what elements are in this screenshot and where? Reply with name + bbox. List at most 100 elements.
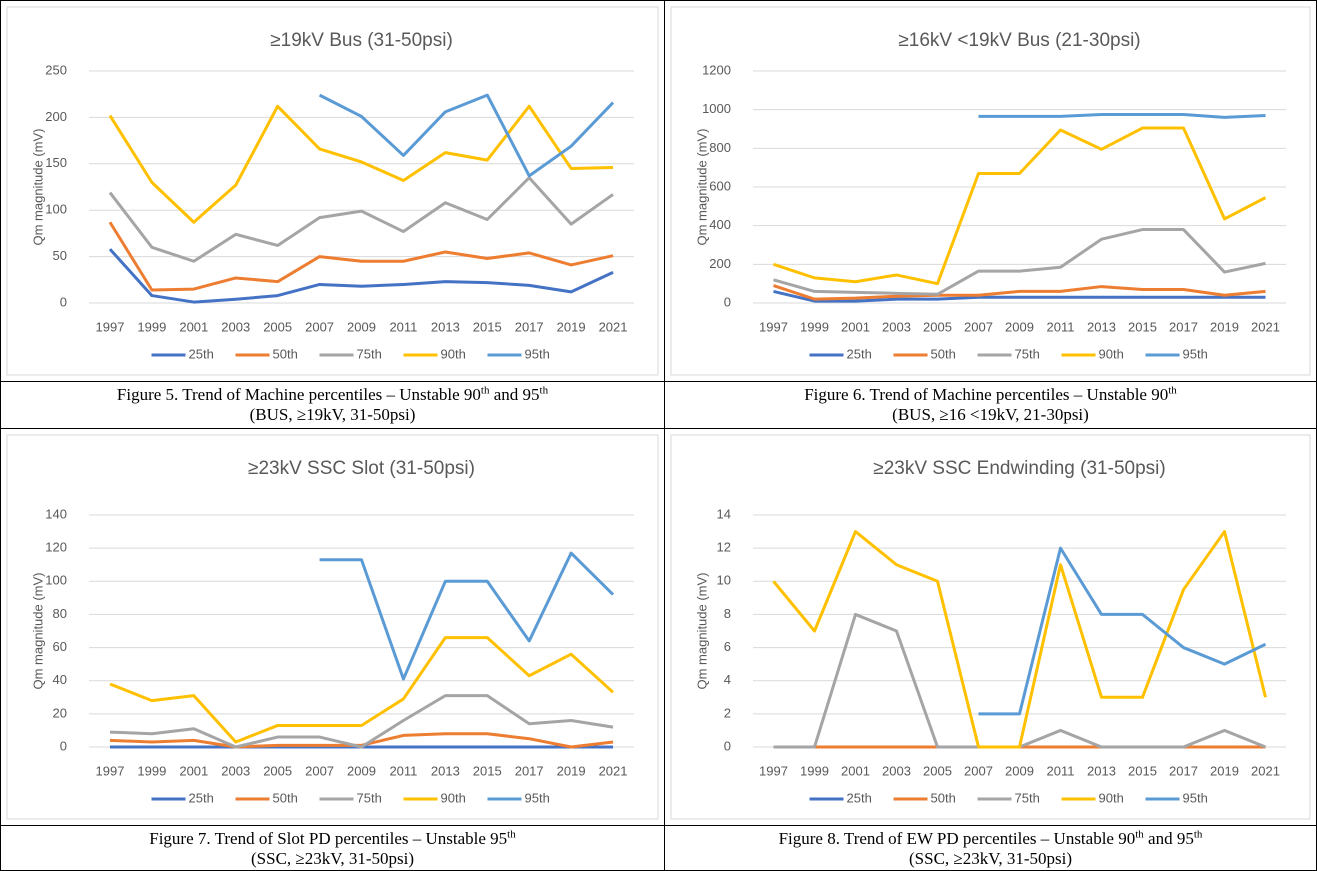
x-tick-label: 2009 — [1005, 319, 1034, 334]
x-tick-label: 2005 — [923, 763, 952, 778]
x-tick-label: 2017 — [1169, 763, 1198, 778]
y-tick-label: 12 — [717, 540, 731, 555]
legend-label: 50th — [931, 346, 956, 361]
x-tick-label: 1997 — [96, 319, 125, 334]
y-tick-label: 250 — [45, 62, 67, 77]
x-tick-label: 2003 — [221, 319, 250, 334]
x-tick-label: 2015 — [1128, 319, 1157, 334]
legend-label: 25th — [189, 790, 214, 805]
legend-label: 75th — [1015, 346, 1040, 361]
series-line — [773, 126, 1267, 286]
chart-title: ≥23kV SSC Endwinding (31-50psi) — [873, 458, 1165, 479]
caption-text: Figure 6. Trend of Machine percentiles –… — [804, 385, 1169, 404]
series-line — [108, 248, 614, 304]
y-tick-label: 80 — [53, 606, 67, 621]
x-tick-label: 1999 — [800, 319, 829, 334]
x-tick-label: 2015 — [1128, 763, 1157, 778]
legend-label: 90th — [441, 790, 466, 805]
series-line — [773, 284, 1266, 301]
caption-text: (SSC, ≥23kV, 31-50psi) — [909, 849, 1072, 868]
legend-label: 75th — [357, 346, 382, 361]
caption-text: (SSC, ≥23kV, 31-50psi) — [251, 849, 414, 868]
caption: Figure 5. Trend of Machine percentiles –… — [0, 381, 665, 429]
x-tick-label: 2019 — [557, 319, 586, 334]
x-tick-label: 2017 — [1169, 319, 1198, 334]
x-tick-label: 2019 — [557, 763, 586, 778]
caption-sup: th — [1168, 384, 1177, 397]
x-tick-label: 2011 — [389, 763, 417, 778]
chart-title: ≥16kV <19kV Bus (21-30psi) — [898, 30, 1140, 51]
series-line — [108, 221, 614, 292]
y-tick-label: 200 — [45, 109, 67, 124]
y-tick-label: 200 — [709, 256, 731, 271]
y-tick-label: 0 — [60, 738, 67, 753]
series-line — [319, 551, 615, 681]
y-tick-label: 40 — [53, 672, 67, 687]
x-tick-label: 2009 — [347, 319, 376, 334]
x-tick-label: 2007 — [964, 763, 993, 778]
legend-label: 25th — [847, 346, 872, 361]
x-tick-label: 2005 — [263, 319, 292, 334]
caption: Figure 6. Trend of Machine percentiles –… — [664, 381, 1317, 429]
chart-frame — [6, 434, 659, 820]
series-line — [978, 113, 1266, 119]
x-tick-label: 2015 — [473, 763, 502, 778]
y-tick-label: 0 — [60, 294, 67, 309]
y-axis-label: Qm magnitude (mV) — [30, 572, 45, 689]
chart: ≥16kV <19kV Bus (21-30psi) Qm magnitude (… — [670, 6, 1311, 376]
legend-label: 75th — [1015, 790, 1040, 805]
y-tick-label: 10 — [717, 573, 731, 588]
x-tick-label: 2011 — [1047, 763, 1075, 778]
y-tick-label: 400 — [709, 217, 731, 232]
x-tick-label: 2003 — [221, 763, 250, 778]
x-tick-label: 1997 — [759, 763, 788, 778]
legend-label: 90th — [1099, 790, 1124, 805]
x-tick-label: 2003 — [882, 763, 911, 778]
x-tick-label: 2013 — [431, 763, 460, 778]
x-tick-label: 2001 — [841, 763, 870, 778]
y-tick-label: 150 — [45, 155, 67, 170]
caption-sup: th — [480, 384, 490, 397]
caption-sup: th — [507, 828, 516, 841]
x-tick-label: 1997 — [759, 319, 788, 334]
legend-label: 50th — [273, 790, 298, 805]
x-tick-label: 2017 — [515, 763, 544, 778]
x-tick-label: 1999 — [137, 319, 166, 334]
x-tick-label: 2009 — [1005, 763, 1034, 778]
y-axis-label: Qm magnitude (mV) — [694, 572, 709, 689]
x-tick-label: 2011 — [1047, 319, 1075, 334]
y-tick-label: 120 — [45, 540, 67, 555]
caption-text: Figure 5. Trend of Machine percentiles –… — [116, 385, 481, 404]
y-tick-label: 20 — [53, 705, 67, 720]
series-line — [109, 694, 614, 749]
x-tick-label: 1997 — [96, 763, 125, 778]
series-line — [318, 93, 615, 178]
x-tick-label: 2021 — [1251, 763, 1280, 778]
x-tick-label: 1999 — [137, 763, 166, 778]
series-line — [773, 289, 1266, 303]
caption: Figure 8. Trend of EW PD percentiles – U… — [664, 825, 1317, 871]
y-tick-label: 600 — [709, 178, 731, 193]
x-tick-label: 2017 — [515, 319, 544, 334]
chart-frame — [670, 434, 1311, 820]
legend-label: 95th — [525, 346, 550, 361]
y-axis-label: Qm magnitude (mV) — [30, 128, 45, 245]
y-tick-label: 4 — [724, 672, 731, 687]
chart: ≥23kV SSC Endwinding (31-50psi) Qm magnit… — [670, 434, 1311, 820]
x-tick-label: 1999 — [800, 763, 829, 778]
y-tick-label: 0 — [724, 294, 731, 309]
x-tick-label: 2021 — [1251, 319, 1280, 334]
series-line — [978, 546, 1267, 716]
x-tick-label: 2013 — [1087, 319, 1116, 334]
legend-label: 25th — [847, 790, 872, 805]
x-tick-label: 2001 — [179, 319, 208, 334]
chart-cell: ≥23kV SSC Slot (31-50psi) Qm magnitude (m… — [0, 428, 665, 826]
chart-title: ≥19kV Bus (31-50psi) — [270, 30, 453, 51]
x-tick-label: 2003 — [882, 319, 911, 334]
caption-text: (BUS, ≥16 <19kV, 21-30psi) — [892, 405, 1089, 424]
y-tick-label: 8 — [724, 606, 731, 621]
y-tick-label: 1000 — [702, 101, 731, 116]
x-tick-label: 2007 — [305, 319, 334, 334]
y-tick-label: 14 — [717, 506, 731, 521]
